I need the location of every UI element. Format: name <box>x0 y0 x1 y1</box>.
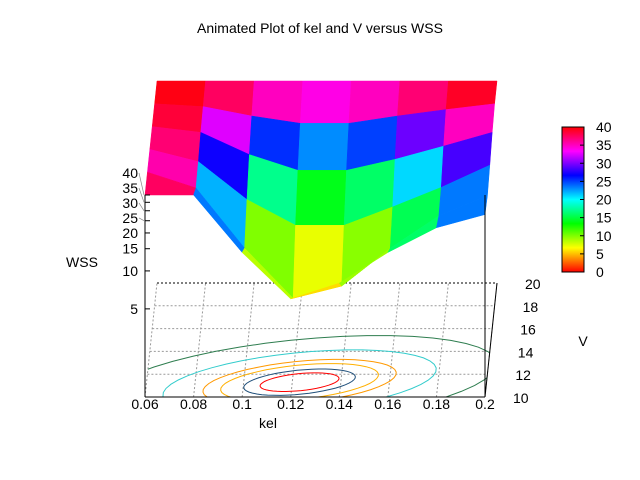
contour-lines <box>145 335 497 397</box>
z-tick-label: 40 <box>122 165 138 181</box>
contour-line <box>243 368 356 396</box>
contour-line <box>202 358 397 397</box>
z-tick-leader <box>138 172 145 196</box>
contour-line <box>259 372 340 392</box>
surface-patch <box>295 170 347 226</box>
z-tick-label: 35 <box>122 180 138 196</box>
y-tick-label: 20 <box>525 276 541 292</box>
colorbar-tick-label: 40 <box>596 119 612 135</box>
axes: 0.06 0.08 0.1 0.12 0.14 0.16 0.18 0.2 10 12 14 16 18… <box>122 165 540 412</box>
surface-mesh <box>144 80 498 300</box>
surface-patch <box>297 123 350 171</box>
contour-line <box>145 335 497 397</box>
x-tick-label: 0.16 <box>374 396 401 412</box>
z-tick-leader <box>138 202 145 211</box>
colorbar-tick-label: 20 <box>596 192 612 208</box>
colorbar-tick-label: 15 <box>596 210 612 226</box>
floor-grid-line <box>193 282 207 398</box>
z-tick-label: 25 <box>122 210 138 226</box>
surface-patch <box>300 80 352 124</box>
y-tick-label: 18 <box>523 299 539 315</box>
y-tick-label: 16 <box>520 322 536 338</box>
z-tick-label: 5 <box>130 301 138 317</box>
z-axis-label: WSS <box>66 254 98 270</box>
y-tick-label: 14 <box>518 344 534 360</box>
colorbar-ticks: 0 5 10 15 20 25 30 35 40 <box>580 119 612 280</box>
floor-grid-line <box>435 282 449 398</box>
y-axis-label: V <box>578 333 588 349</box>
chart-title: Animated Plot of kel and V versus WSS <box>197 20 443 36</box>
y-tick-label: 12 <box>515 367 531 383</box>
x-tick-label: 0.06 <box>131 396 158 412</box>
z-tick-leader <box>138 187 145 203</box>
z-tick-label: 30 <box>122 195 138 211</box>
y-axis-line <box>484 282 498 398</box>
x-tick-label: 0.14 <box>326 396 353 412</box>
colorbar-tick-label: 0 <box>596 264 604 280</box>
colorbar-tick-label: 35 <box>596 137 612 153</box>
z-tick-label: 20 <box>122 225 138 241</box>
surface-patch <box>154 80 206 107</box>
x-tick-label: 0.18 <box>423 396 450 412</box>
surface-patch <box>436 195 488 229</box>
z-tick-label: 15 <box>122 241 138 257</box>
z-tick-label: 10 <box>122 263 138 279</box>
floor-grid-line <box>387 282 401 398</box>
x-tick-label: 0.08 <box>180 396 207 412</box>
floor-grid-line <box>144 282 158 398</box>
x-tick-label: 0.12 <box>277 396 304 412</box>
colorbar-tick-label: 5 <box>596 246 604 262</box>
floor-grid-line <box>338 282 352 398</box>
colorbar-tick-label: 25 <box>596 173 612 189</box>
colorbar-tick-label: 10 <box>596 228 612 244</box>
x-tick-label: 0.2 <box>475 396 495 412</box>
colorbar-tick-label: 30 <box>596 155 612 171</box>
x-tick-label: 0.1 <box>232 396 252 412</box>
floor-grid-line <box>241 282 255 398</box>
x-axis-label: kel <box>259 415 277 431</box>
contour-line <box>220 363 379 397</box>
z-tick-leader <box>138 217 145 222</box>
y-tick-label: 10 <box>513 390 529 406</box>
